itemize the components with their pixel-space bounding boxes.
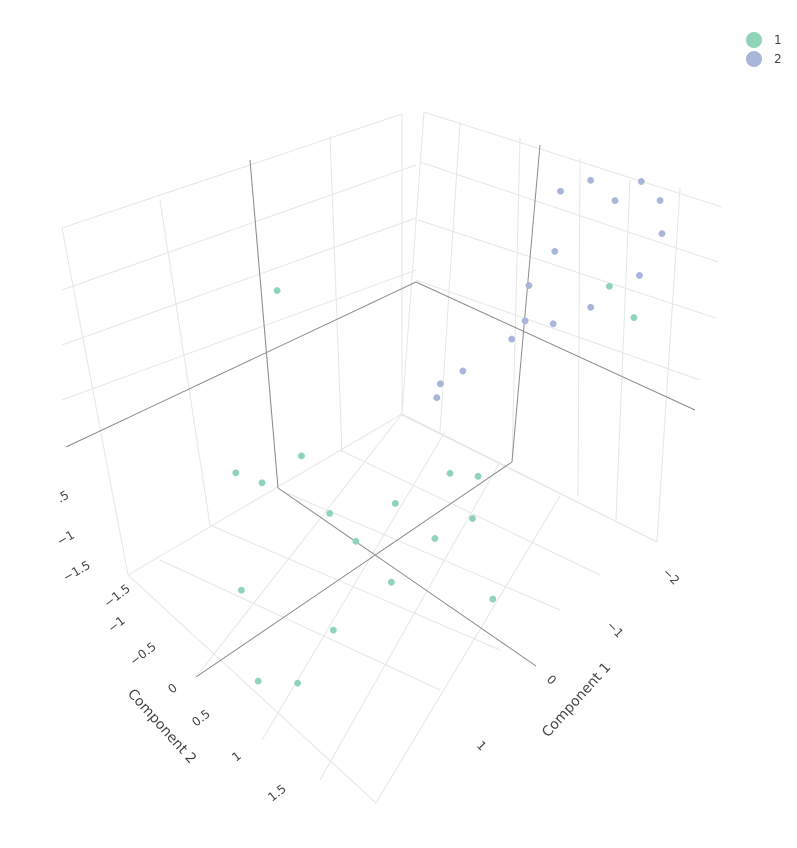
data-point-series-1[interactable] (352, 537, 360, 545)
grid-line (61, 227, 129, 576)
legend-marker[interactable] (746, 32, 762, 48)
x-tick-label: −2 (660, 565, 682, 587)
axis-line (249, 159, 279, 489)
data-point-series-1[interactable] (254, 677, 262, 685)
grid-line (375, 495, 561, 804)
grid-line (127, 413, 403, 576)
data-point-series-1[interactable] (489, 595, 497, 603)
grid-line (319, 461, 501, 781)
grid-line (209, 524, 501, 651)
y-tick-label: 1 (229, 749, 244, 765)
data-point-series-2[interactable] (525, 282, 533, 289)
x-axis-title: Component 1 (539, 660, 614, 741)
data-point-series-1[interactable] (431, 535, 439, 542)
data-point-series-1[interactable] (391, 499, 399, 507)
data-point-series-2[interactable] (521, 317, 529, 325)
tick-labels: −2 −1 0 1 −1.5 −1 −0.5 0 0.5 1 1.5 .5 −1 −1.5 (55, 488, 683, 805)
axis-line (511, 144, 541, 463)
grid-line (159, 559, 441, 691)
data-point-series-2[interactable] (508, 335, 516, 343)
data-point-series-2[interactable] (549, 320, 557, 328)
z-tick-label: −1.5 (61, 558, 93, 585)
data-point-series-2[interactable] (557, 187, 564, 195)
legend-label[interactable]: 2 (774, 52, 782, 66)
y-tick-label: 0.5 (189, 707, 213, 730)
data-point-series-2[interactable] (636, 271, 643, 279)
grid-line (577, 157, 581, 497)
grid-line (61, 217, 417, 346)
y-tick-label: 0 (165, 681, 180, 697)
data-point-series-1[interactable] (469, 515, 476, 522)
data-point-series-1[interactable] (630, 314, 638, 322)
grid-line (615, 179, 631, 521)
data-point-series-1[interactable] (326, 509, 334, 517)
data-point-series-2[interactable] (433, 394, 441, 402)
axis-line (195, 461, 513, 678)
data-point-series-2[interactable] (611, 197, 619, 205)
data-point-series-1[interactable] (474, 472, 482, 480)
grid-line (415, 279, 701, 381)
y-tick-label: −0.5 (127, 639, 159, 668)
grid-line (261, 431, 446, 741)
axis-line (415, 281, 696, 411)
data-point-series-2[interactable] (656, 197, 664, 204)
grid-line (127, 574, 377, 804)
grid-line (401, 111, 425, 415)
grid-line (399, 413, 658, 543)
y-tick-label: 1.5 (265, 782, 289, 805)
y-tick-label: −1 (105, 613, 128, 635)
data-point-series-1[interactable] (446, 469, 454, 477)
data-point-series-1[interactable] (232, 469, 240, 477)
grid-line (423, 111, 723, 208)
legend-label[interactable]: 1 (774, 33, 782, 47)
data-point-series-2[interactable] (587, 176, 595, 184)
data-point-series-2[interactable] (436, 380, 444, 388)
grid-line (279, 489, 561, 611)
x-tick-label: 1 (474, 738, 489, 753)
x-tick-label: 0 (544, 672, 559, 687)
grid-line (159, 199, 211, 526)
y-tick-label: −1.5 (101, 581, 133, 610)
grid-line (195, 413, 403, 678)
grid-line (419, 161, 719, 263)
data-point-series-1[interactable] (387, 578, 395, 586)
data-point-series-2[interactable] (587, 303, 595, 311)
grid-lines (61, 111, 723, 804)
z-tick-label: .5 (55, 488, 72, 506)
grid-line (511, 137, 521, 463)
axis-line (65, 281, 417, 448)
grid-line (439, 121, 461, 433)
grid-line (61, 164, 417, 291)
data-point-series-2[interactable] (459, 367, 467, 375)
grid-line (329, 135, 343, 453)
y-axis-title: Component 2 (124, 686, 199, 767)
grid-line (61, 113, 403, 229)
legend: 12 (746, 32, 782, 67)
x-tick-label: −1 (604, 618, 626, 640)
data-point-series-1[interactable] (605, 282, 613, 290)
axis-lines (65, 144, 696, 678)
legend-marker[interactable] (746, 51, 762, 67)
data-points (232, 176, 666, 687)
grid-line (417, 219, 717, 319)
data-point-series-2[interactable] (551, 247, 559, 255)
data-point-series-1[interactable] (294, 679, 302, 687)
axis-line (277, 487, 537, 667)
z-tick-label: −1 (55, 528, 77, 549)
data-point-series-1[interactable] (258, 479, 266, 487)
data-point-series-1[interactable] (298, 452, 305, 460)
data-point-series-2[interactable] (637, 178, 645, 185)
grid-line (656, 187, 681, 543)
data-point-series-1[interactable] (237, 586, 245, 594)
data-point-series-1[interactable] (329, 626, 337, 634)
grid-line (61, 269, 417, 401)
data-point-series-2[interactable] (658, 230, 666, 238)
grid-line (339, 449, 601, 576)
data-point-series-1[interactable] (273, 287, 281, 295)
